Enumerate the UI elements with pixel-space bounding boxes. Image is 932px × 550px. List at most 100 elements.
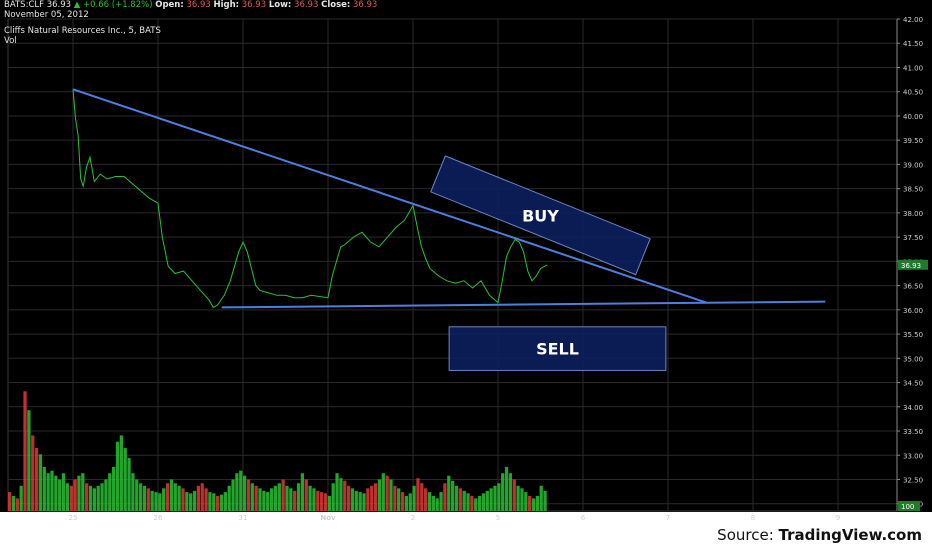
volume-bar [489,488,493,511]
volume-bar [316,490,320,511]
volume-bar [501,473,505,511]
volume-bar [154,492,158,511]
volume-bar [69,485,73,511]
sell-zone-box [448,326,667,371]
volume-bar [262,490,266,511]
volume-bar [58,479,62,511]
volume-bar [250,483,254,511]
volume-bar [331,483,335,511]
volume-bar [54,475,58,511]
volume-bar [208,492,212,511]
y-tick-label: 38.50 [903,186,923,194]
volume-bar [377,479,382,511]
volume-bar [454,485,459,511]
volume-bar [273,485,278,511]
volume-bar [516,485,520,511]
volume-bar [323,493,328,511]
volume-bar [412,485,416,511]
chart-title: Cliffs Natural Resources Inc., 5, BATS [4,26,161,36]
x-tick-label: Nov [320,514,336,522]
volume-bar [427,492,432,511]
volume-bar [100,483,104,511]
source-brand[interactable]: TradingView.com [778,526,922,544]
source-prefix: Source: [717,526,779,544]
drawing-annotations: BUY SELL [72,88,826,371]
volume-bar [285,485,289,511]
volume-bar [165,483,170,511]
close-value: 36.93 [353,0,378,10]
volume-bar [281,479,285,511]
last-price: 36.93 [46,0,72,10]
volume-bar [543,490,547,511]
volume-bar [373,483,378,511]
y-tick-label: 33.50 [903,428,923,436]
volume-bar [339,478,343,511]
x-tick-label: 7 [666,514,670,522]
volume-bar [142,485,147,511]
volume-bar [138,483,143,511]
volume-bar [196,485,201,511]
volume-bar [343,480,347,511]
volume-bar [177,485,181,511]
volume-bar [34,448,39,511]
volume-bar [65,483,70,511]
volume-bar [493,485,497,511]
x-tick-label: 26 [154,514,163,522]
volume-bar [346,485,351,511]
volume-bar [112,466,116,511]
volume-bar [431,495,435,511]
buy-zone-label: BUY [522,206,559,225]
volume-bar [246,479,251,511]
volume-bar [362,493,366,511]
volume-bar [204,488,208,511]
volume-bar [96,485,100,511]
price-series-line [72,89,548,309]
low-label: Low: [268,0,292,10]
volume-bar [242,475,247,511]
x-tick-label: 6 [581,514,586,522]
volume-bar [115,441,120,511]
volume-bars [8,391,547,511]
trendline [72,88,707,304]
volume-bar [119,435,123,511]
high-value: 36.93 [241,0,267,10]
volume-bar [450,480,455,511]
volume-bar [308,485,312,511]
volume-value-label: 100 [901,503,914,511]
y-tick-label: 33.00 [903,452,923,460]
volume-bar [181,488,185,511]
volume-bar [42,466,46,511]
volume-bar [192,490,197,511]
volume-bar [528,495,532,511]
up-arrow-icon: ▲ [73,0,81,10]
y-tick-label: 32.50 [903,476,923,484]
volume-bar [108,473,112,511]
volume-marker [898,501,920,511]
volume-bar [358,492,362,511]
volume-bar [539,485,543,511]
volume-bar [466,493,470,511]
volume-bar [497,483,501,511]
price-change: +0.66 (+1.82%) [83,0,153,10]
x-tick-label: 9 [836,514,840,522]
volume-bar [424,488,428,511]
volume-bar [381,473,385,511]
y-tick-label: 34.00 [903,404,923,412]
volume-bar [293,490,297,511]
volume-bar [408,493,412,511]
source-credit: Source: TradingView.com [717,526,922,544]
volume-bar [435,498,439,511]
open-value: 36.93 [186,0,211,10]
volume-bar [504,466,509,511]
volume-bar [38,454,43,511]
volume-bar [104,479,108,511]
volume-bar [470,495,474,511]
volume-bar [443,483,447,511]
y-tick-label: 40.50 [903,89,923,97]
y-tick-label: 42.00 [903,16,923,24]
volume-bar [73,479,77,511]
volume-bar [219,494,224,511]
volume-bar [327,495,331,511]
volume-bar [81,473,85,511]
